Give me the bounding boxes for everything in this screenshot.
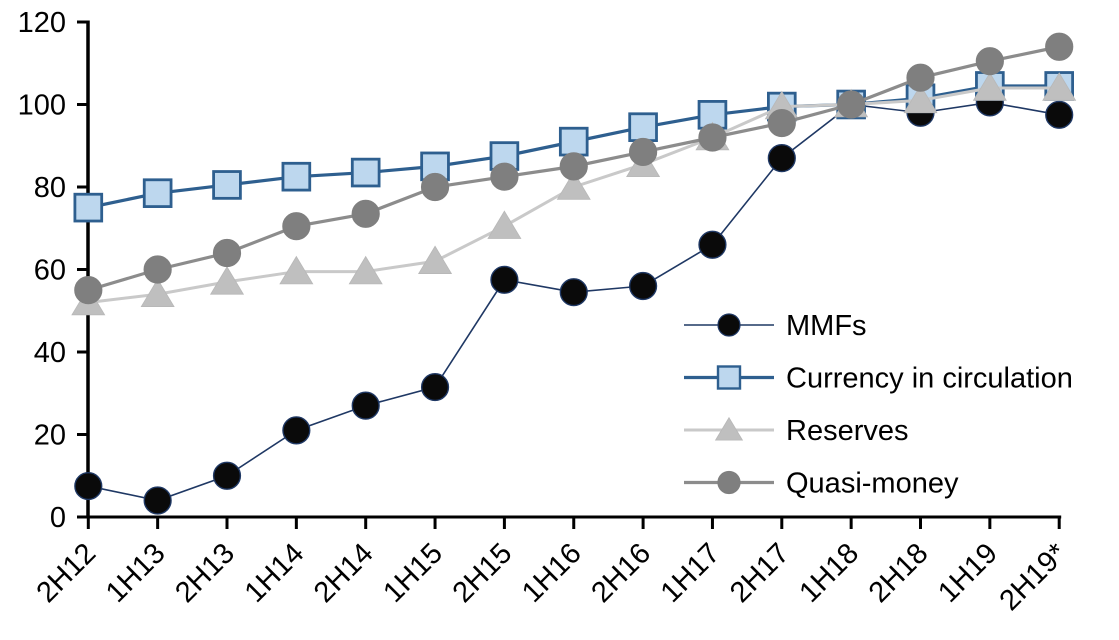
- series-currency-in-circulation-square-marker: [281, 161, 312, 192]
- series-quasi-money-circle-marker: [351, 199, 380, 228]
- series-quasi-money-circle-marker: [837, 90, 866, 119]
- legend-label-mmfs: MMFs: [786, 310, 867, 342]
- series-mmfs-circle-marker: [490, 265, 519, 294]
- series-quasi-money-circle-marker: [74, 276, 103, 305]
- series-reserves-triangle-marker: [140, 278, 175, 307]
- series-quasi-money-circle-marker: [906, 63, 935, 92]
- series-reserves-triangle-marker: [279, 255, 314, 285]
- y-tick-label: 0: [50, 502, 66, 534]
- series-mmfs-circle-marker: [212, 461, 242, 490]
- series-quasi-money-circle-marker: [628, 137, 658, 167]
- series-currency-in-circulation-square-marker: [628, 112, 658, 142]
- series-mmfs-circle-marker: [282, 416, 311, 445]
- series-reserves-triangle-marker: [348, 255, 383, 285]
- series-reserves-triangle-marker: [1042, 72, 1077, 101]
- series-mmfs-circle-marker: [767, 144, 796, 173]
- series-currency-in-circulation-square-marker: [558, 126, 589, 157]
- series-currency-in-circulation-square-marker: [142, 178, 173, 208]
- series-mmfs-circle-marker: [74, 471, 103, 501]
- legend-item-quasi-money: Quasi-money: [684, 468, 959, 500]
- series-mmfs-circle-marker: [351, 391, 380, 420]
- legend-label-quasi-money: Quasi-money: [786, 468, 959, 500]
- legend-item-mmfs: MMFs: [684, 310, 867, 342]
- series-quasi-money-circle-marker: [975, 47, 1004, 76]
- y-tick-label: 120: [18, 7, 66, 39]
- series-quasi-money-circle-marker: [420, 172, 450, 202]
- legend-label-reserves: Reserves: [786, 415, 909, 447]
- series-reserves-triangle-marker: [556, 171, 591, 200]
- series-currency-in-circulation-square-marker: [73, 192, 104, 223]
- series-currency-in-circulation: [73, 71, 1075, 223]
- series-reserves-triangle-marker: [209, 266, 245, 295]
- series-quasi-money-circle-marker: [490, 162, 519, 191]
- y-tick-label: 20: [34, 420, 66, 452]
- legend-triangle-marker-reserves: [714, 416, 744, 441]
- series-quasi-money-circle-marker: [1045, 32, 1074, 61]
- series-mmfs-circle-marker: [1045, 100, 1074, 129]
- series-quasi-money-circle-marker: [698, 123, 727, 152]
- series-quasi-money-circle-marker: [767, 108, 796, 138]
- series-quasi-money-circle-marker: [559, 152, 588, 181]
- legend-circle-marker-quasi-money: [717, 470, 741, 495]
- y-tick-label: 40: [34, 337, 66, 369]
- series-quasi-money-circle-marker: [212, 238, 242, 268]
- series-mmfs-circle-marker: [559, 278, 588, 307]
- series-reserves-triangle-marker: [972, 72, 1007, 101]
- series-reserves-triangle-marker: [903, 84, 938, 114]
- legend-circle-marker-mmfs: [717, 313, 741, 337]
- series-quasi-money-circle-marker: [143, 255, 172, 284]
- legend-label-currency-in-circulation: Currency in circulation: [786, 363, 1073, 395]
- series-quasi-money: [74, 32, 1074, 305]
- series-reserves-triangle-marker: [417, 245, 453, 274]
- series-reserves: [71, 72, 1077, 316]
- series-currency-in-circulation-square-marker: [350, 157, 381, 188]
- series-mmfs-circle-marker: [698, 230, 727, 259]
- legend-item-reserves: Reserves: [684, 415, 909, 447]
- series-reserves-triangle-marker: [487, 210, 522, 239]
- series-mmfs-circle-marker: [420, 372, 450, 402]
- legend: MMFs Currency in circulation Reserves Quasi…: [684, 310, 1073, 500]
- y-tick-label: 60: [34, 255, 66, 287]
- series-currency-in-circulation-square-marker: [212, 170, 242, 200]
- series-quasi-money-circle-marker: [282, 212, 311, 241]
- series-mmfs-circle-marker: [628, 271, 658, 301]
- series-mmfs-circle-marker: [143, 486, 172, 515]
- legend-square-marker-currency-in-circulation: [716, 365, 742, 390]
- y-tick-label: 80: [34, 172, 66, 204]
- y-tick-label: 100: [18, 90, 66, 122]
- legend-item-currency-in-circulation: Currency in circulation: [684, 363, 1073, 395]
